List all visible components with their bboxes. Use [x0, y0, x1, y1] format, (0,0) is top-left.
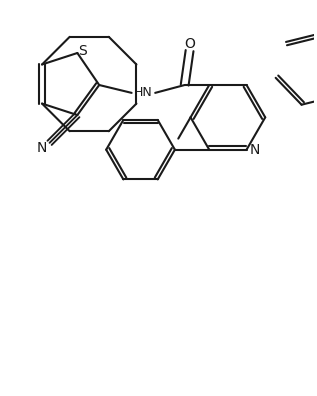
Text: HN: HN: [134, 86, 153, 99]
Text: N: N: [36, 141, 47, 155]
Text: S: S: [78, 44, 87, 58]
Text: N: N: [249, 143, 260, 157]
Text: O: O: [184, 37, 195, 51]
